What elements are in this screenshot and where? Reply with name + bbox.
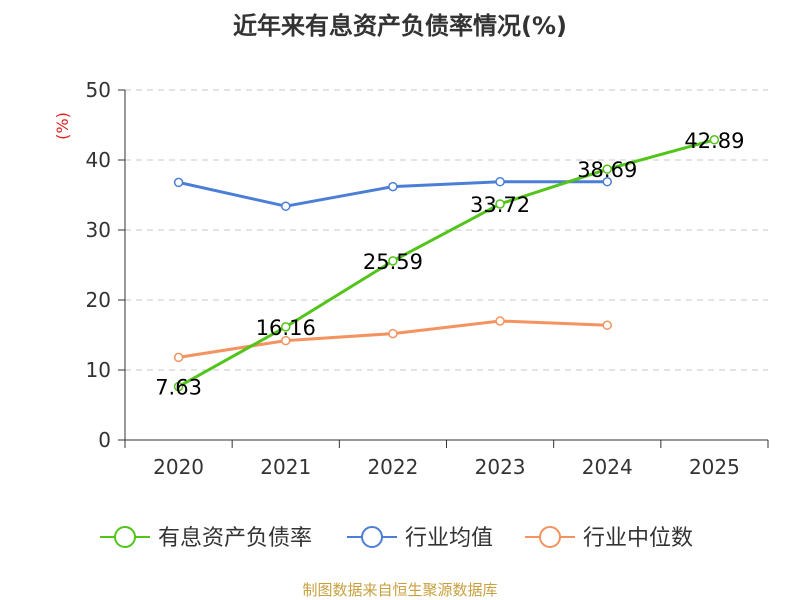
x-tick-label-2024: 2024 <box>582 455 633 479</box>
data-label-2022: 25.59 <box>363 250 423 274</box>
x-tick-label-2021: 2021 <box>260 455 311 479</box>
y-tick-label-4: 40 <box>86 148 111 172</box>
series-0-point-2022 <box>388 256 398 266</box>
legend-marker-2 <box>539 526 561 548</box>
legend: 有息资产负债率 行业均值 行业中位数 <box>100 526 693 551</box>
series-0-point-2020 <box>173 381 184 392</box>
series-0-point-2023 <box>495 199 505 209</box>
source-note: 制图数据来自恒生聚源数据库 <box>302 581 497 599</box>
x-tick-label-2025: 2025 <box>689 455 740 479</box>
y-tick-label-0: 0 <box>98 428 111 452</box>
series-line-0 <box>177 138 715 388</box>
x-tick-label-2022: 2022 <box>367 455 418 479</box>
legend-label-1: 行业均值 <box>405 526 493 551</box>
series-1-point-2021 <box>281 201 291 211</box>
series-0-point-2024 <box>602 164 612 174</box>
series-0-point-2021 <box>281 322 291 332</box>
series-2-point-2020 <box>173 352 184 363</box>
y-tick-label-1: 10 <box>86 358 111 382</box>
series-2-point-2021 <box>281 335 291 346</box>
data-label-2024: 38.69 <box>577 158 637 182</box>
series-2-point-2022 <box>388 328 398 339</box>
series-2-point-2023 <box>495 316 505 326</box>
data-label-2023: 33.72 <box>470 193 530 217</box>
chart-title: 近年来有息资产负债率情况(%) <box>233 12 567 40</box>
y-tick-label-3: 30 <box>86 218 111 242</box>
y-axis-unit-label: (%) <box>53 112 72 140</box>
legend-label-0: 有息资产负债率 <box>158 526 312 551</box>
data-labels: 7.63 16.16 25.59 33.72 38.69 42.89 <box>155 129 744 400</box>
series-1-point-2020 <box>173 177 184 188</box>
x-tick-label-2023: 2023 <box>475 455 526 479</box>
series-lines <box>173 135 720 392</box>
data-label-2020: 7.63 <box>155 376 202 400</box>
data-label-2025: 42.89 <box>684 129 744 153</box>
series-0-point-2025 <box>709 135 720 145</box>
legend-marker-1 <box>361 526 383 548</box>
axes: 0 10 20 30 40 50 2020 2021 2022 2023 2024 2025 <box>86 78 769 479</box>
legend-marker-0 <box>114 526 136 548</box>
data-label-2021: 16.16 <box>256 316 316 340</box>
series-1-point-2024 <box>602 176 612 187</box>
y-tick-label-2: 20 <box>86 288 111 312</box>
grid-lines <box>125 89 768 371</box>
series-1-point-2023 <box>495 176 505 187</box>
legend-label-2: 行业中位数 <box>583 526 693 551</box>
series-2-point-2024 <box>602 320 612 330</box>
x-tick-label-2020: 2020 <box>153 455 204 479</box>
series-1-point-2022 <box>388 181 398 192</box>
y-tick-label-5: 50 <box>86 78 111 102</box>
